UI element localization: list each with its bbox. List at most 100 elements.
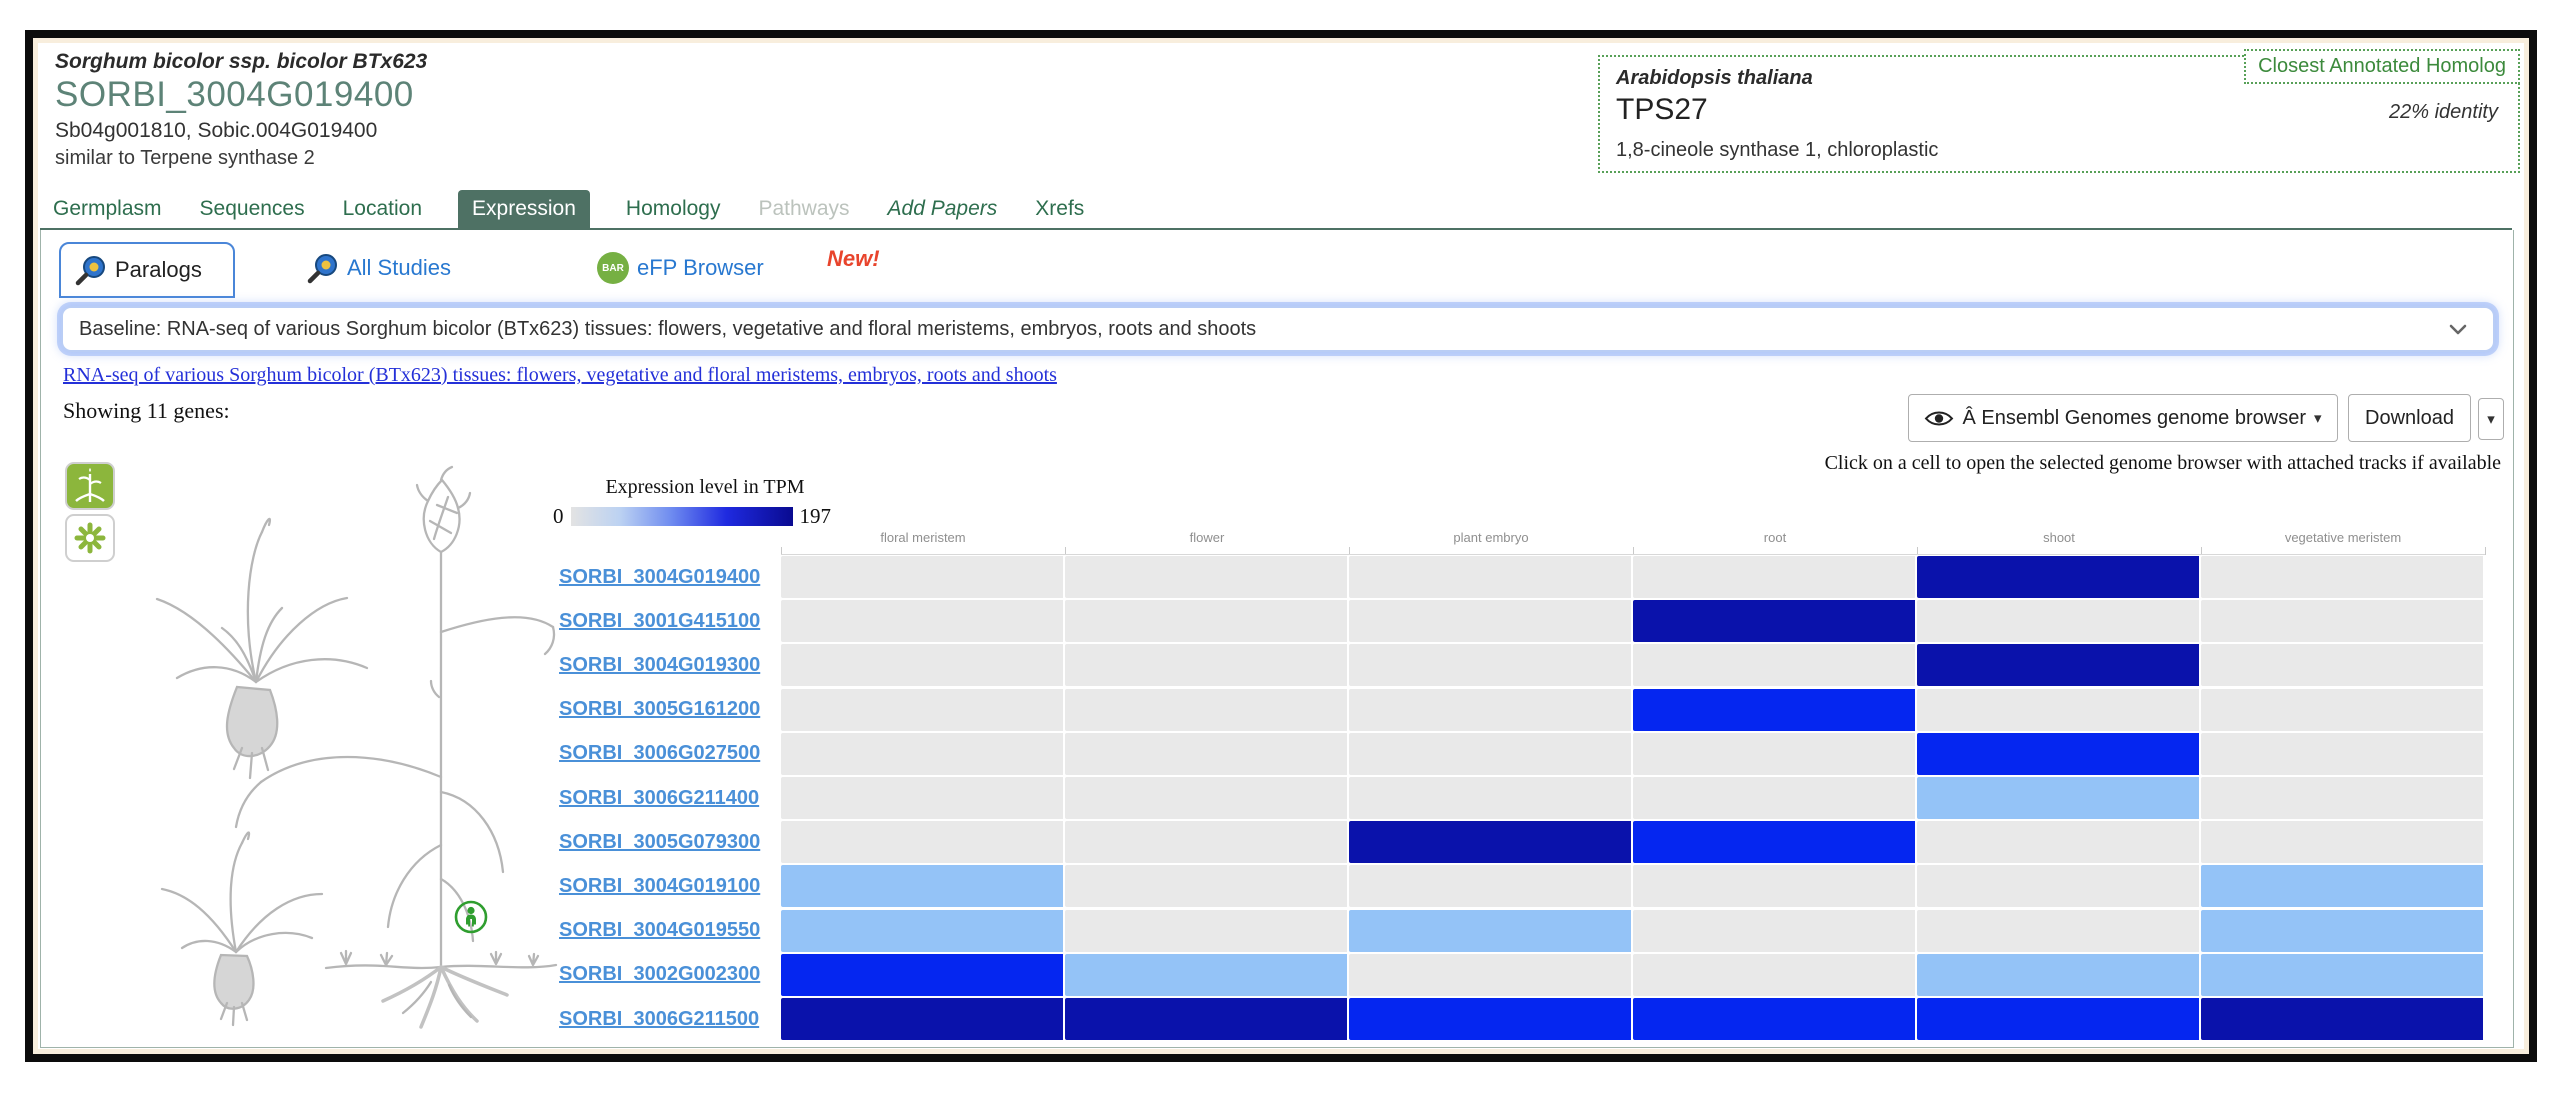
heatmap-cell[interactable]: [1917, 688, 2201, 731]
heatmap-cell[interactable]: [781, 600, 1065, 643]
gene-link[interactable]: SORBI_3004G019400: [559, 565, 761, 588]
heatmap-cell[interactable]: [781, 865, 1065, 908]
tab-expression[interactable]: Expression: [458, 190, 590, 228]
heatmap-cell[interactable]: [2201, 732, 2485, 775]
heatmap-cell[interactable]: [1917, 821, 2201, 864]
heatmap-cell[interactable]: [1349, 600, 1633, 643]
heatmap-cell[interactable]: [1065, 688, 1349, 731]
heatmap-cell[interactable]: [781, 821, 1065, 864]
heatmap-cell[interactable]: [1349, 644, 1633, 687]
heatmap-cell[interactable]: [2201, 909, 2485, 952]
tab-xrefs[interactable]: Xrefs: [1035, 197, 1085, 220]
heatmap-cell[interactable]: [781, 777, 1065, 819]
tab-location[interactable]: Location: [342, 197, 423, 220]
heatmap-cell[interactable]: [1917, 953, 2201, 996]
heatmap-cell[interactable]: [781, 556, 1065, 598]
heatmap-cell[interactable]: [1633, 556, 1917, 598]
gene-link[interactable]: SORBI_3005G079300: [559, 830, 761, 853]
heatmap-cell[interactable]: [1917, 909, 2201, 952]
heatmap-cell[interactable]: [1065, 777, 1349, 819]
heatmap-cell[interactable]: [1633, 777, 1917, 819]
download-button[interactable]: Download: [2348, 394, 2471, 442]
heatmap-cell[interactable]: [1065, 998, 1349, 1040]
heatmap-cell[interactable]: [1065, 644, 1349, 687]
heatmap-cell[interactable]: [1633, 998, 1917, 1040]
heatmap-cell[interactable]: [1917, 556, 2201, 598]
study-link[interactable]: RNA-seq of various Sorghum bicolor (BTx6…: [63, 364, 1057, 386]
tab-add-papers[interactable]: Add Papers: [887, 197, 998, 220]
gene-link[interactable]: SORBI_3001G415100: [559, 609, 761, 632]
heatmap-cell[interactable]: [2201, 953, 2485, 996]
screenshot-frame: Sorghum bicolor ssp. bicolor BTx623 SORB…: [25, 30, 2537, 1062]
tab-germplasm[interactable]: Germplasm: [53, 197, 162, 220]
heatmap-cell[interactable]: [1065, 556, 1349, 598]
heatmap-cell[interactable]: [781, 644, 1065, 687]
heatmap-cell[interactable]: [2201, 600, 2485, 643]
heatmap-cell[interactable]: [1917, 644, 2201, 687]
heatmap-cell[interactable]: [2201, 688, 2485, 731]
heatmap-cell[interactable]: [1349, 865, 1633, 908]
heatmap-cell[interactable]: [1633, 909, 1917, 952]
heatmap-cell[interactable]: [781, 953, 1065, 996]
expression-panel: Paralogs All Studies BAR eFP Browser New…: [40, 230, 2514, 1048]
heatmap-cell[interactable]: [1917, 777, 2201, 819]
heatmap-cell[interactable]: [1917, 865, 2201, 908]
heatmap-cell[interactable]: [1349, 732, 1633, 775]
gene-link[interactable]: SORBI_3005G161200: [559, 698, 761, 721]
heatmap-cell[interactable]: [1917, 998, 2201, 1040]
heatmap-cell[interactable]: [2201, 998, 2485, 1040]
study-select[interactable]: Baseline: RNA-seq of various Sorghum bic…: [61, 306, 2495, 352]
heatmap-cell[interactable]: [781, 688, 1065, 731]
heatmap-cell[interactable]: [781, 998, 1065, 1040]
heatmap-cell[interactable]: [1633, 821, 1917, 864]
tab-homology[interactable]: Homology: [625, 197, 721, 220]
gene-link[interactable]: SORBI_3004G019550: [559, 919, 761, 942]
heatmap-cell[interactable]: [2201, 644, 2485, 687]
gene-link[interactable]: SORBI_3006G027500: [559, 742, 761, 765]
heatmap-cell[interactable]: [1633, 865, 1917, 908]
whole-plant-view-toggle[interactable]: [65, 462, 115, 510]
homolog-identity: 22% identity: [2389, 101, 2498, 123]
heatmap-cell[interactable]: [1065, 821, 1349, 864]
heatmap-cell[interactable]: [1917, 732, 2201, 775]
heatmap-cell[interactable]: [1349, 998, 1633, 1040]
heatmap-cell[interactable]: [1633, 953, 1917, 996]
heatmap-cell[interactable]: [2201, 556, 2485, 598]
heatmap-cell[interactable]: [1349, 909, 1633, 952]
heatmap-cell[interactable]: [1633, 644, 1917, 687]
heatmap-cell[interactable]: [1065, 600, 1349, 643]
tab-all-studies[interactable]: All Studies: [307, 252, 451, 284]
heatmap-cell[interactable]: [1349, 821, 1633, 864]
heatmap-cell[interactable]: [1349, 688, 1633, 731]
flower-view-toggle[interactable]: [65, 514, 115, 562]
download-options-button[interactable]: ▾: [2478, 398, 2504, 440]
heatmap-cell[interactable]: [2201, 777, 2485, 819]
tab-paralogs-label: Paralogs: [115, 257, 202, 282]
gene-link[interactable]: SORBI_3004G019300: [559, 653, 761, 676]
new-flag: New!: [827, 246, 880, 271]
heatmap-cell[interactable]: [1065, 732, 1349, 775]
gene-link[interactable]: SORBI_3006G211500: [559, 1007, 760, 1030]
heatmap-cell[interactable]: [1633, 600, 1917, 643]
heatmap-cell[interactable]: [1349, 777, 1633, 819]
heatmap-cell[interactable]: [1065, 909, 1349, 952]
heatmap-cell[interactable]: [1065, 953, 1349, 996]
gene-link[interactable]: SORBI_3006G211400: [559, 786, 760, 809]
tab-efp-browser[interactable]: BAR eFP Browser: [597, 252, 764, 284]
heatmap-cell[interactable]: [1633, 732, 1917, 775]
heatmap-cell[interactable]: [1917, 600, 2201, 643]
tab-pathways[interactable]: Pathways: [758, 197, 850, 220]
tab-sequences[interactable]: Sequences: [199, 197, 305, 220]
genome-browser-button[interactable]: Â Ensembl Genomes genome browser ▾: [1908, 394, 2338, 442]
gene-link[interactable]: SORBI_3002G002300: [559, 963, 761, 986]
heatmap-cell[interactable]: [1065, 865, 1349, 908]
gene-link[interactable]: SORBI_3004G019100: [559, 874, 761, 897]
heatmap-cell[interactable]: [1633, 688, 1917, 731]
tab-paralogs[interactable]: Paralogs: [59, 242, 235, 298]
heatmap-cell[interactable]: [2201, 865, 2485, 908]
heatmap-cell[interactable]: [1349, 556, 1633, 598]
heatmap-cell[interactable]: [1349, 953, 1633, 996]
heatmap-cell[interactable]: [781, 909, 1065, 952]
heatmap-cell[interactable]: [2201, 821, 2485, 864]
heatmap-cell[interactable]: [781, 732, 1065, 775]
